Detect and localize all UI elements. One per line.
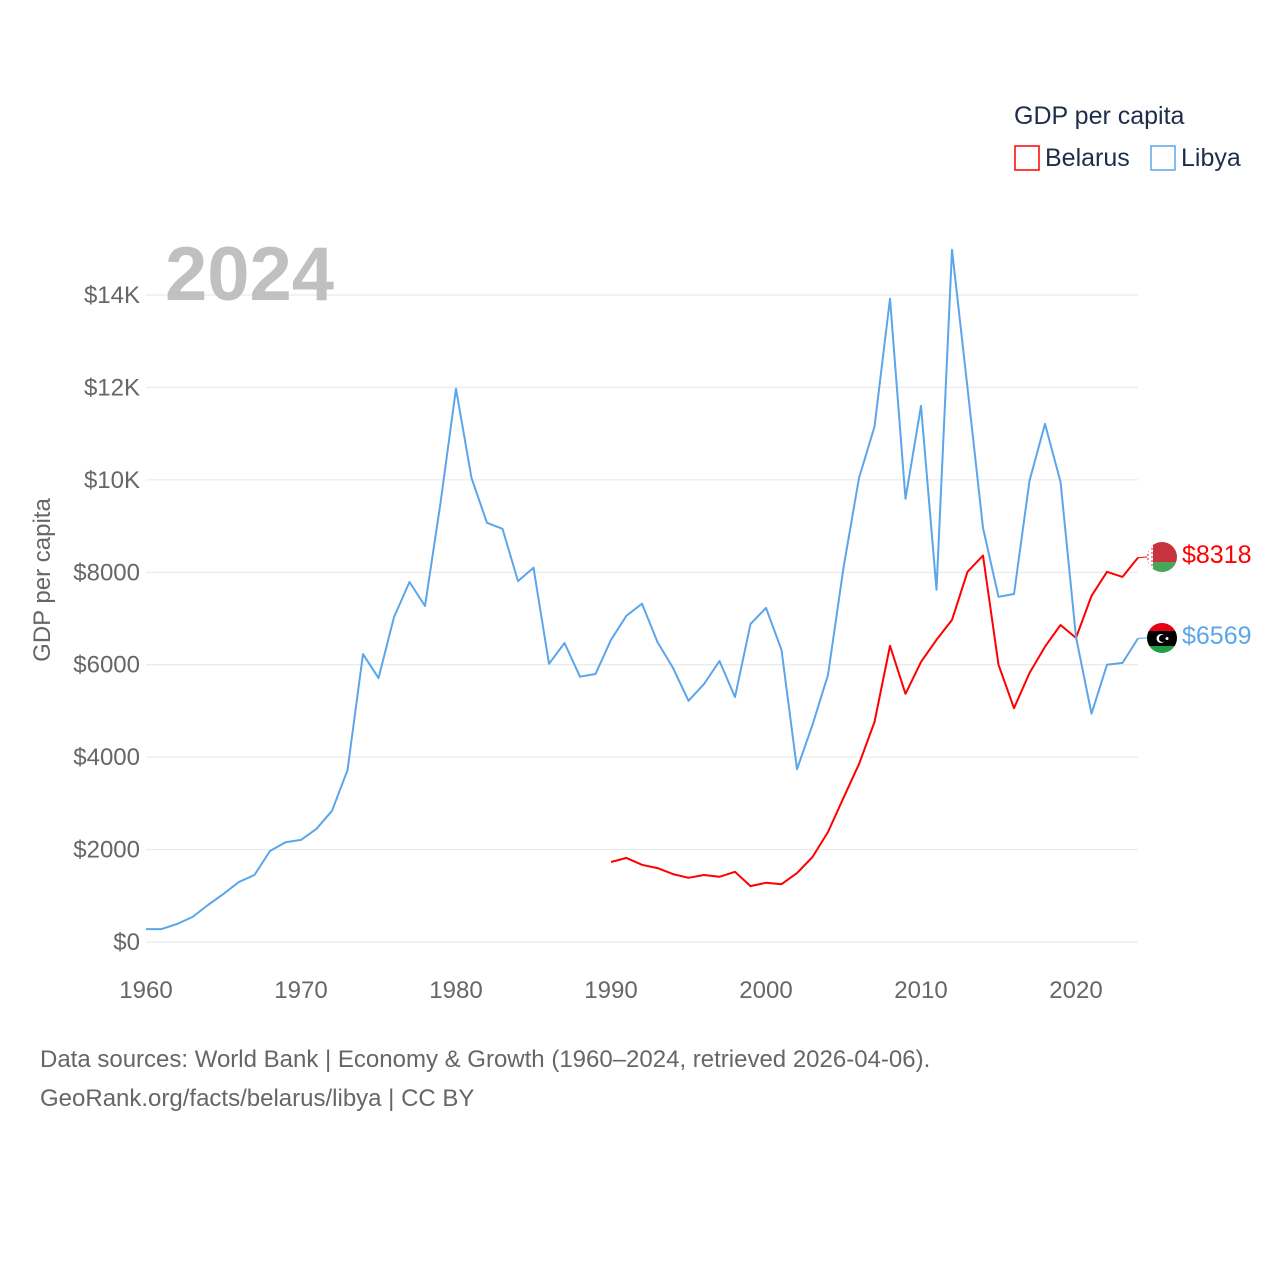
end-connector <box>1137 556 1148 559</box>
year-watermark: 2024 <box>165 232 334 317</box>
end-label-libya: $6569 <box>1182 622 1252 650</box>
series-line-belarus[interactable] <box>610 554 1139 888</box>
x-tick-label: 1980 <box>429 977 482 1004</box>
y-tick-label: $6000 <box>73 652 140 679</box>
footer-attribution[interactable]: GeoRank.org/facts/belarus/libya | CC BY <box>40 1085 475 1112</box>
y-tick-label: $2000 <box>73 837 140 864</box>
line-chart: $0 $2000 $4000 $6000 $8000 $10K $12K $14K 1960 19… <box>29 102 1252 1004</box>
series-line-libya[interactable] <box>146 248 1139 931</box>
legend-label-belarus[interactable]: Belarus <box>1045 144 1130 172</box>
y-tick-label: $4000 <box>73 744 140 771</box>
libya-flag-icon <box>1147 623 1177 653</box>
y-tick-label: $10K <box>84 467 140 494</box>
x-tick-label: 1970 <box>274 977 327 1004</box>
legend-swatch-belarus[interactable] <box>1014 145 1040 171</box>
belarus-flag-icon <box>1147 542 1177 572</box>
end-label-belarus: $8318 <box>1182 541 1252 569</box>
x-tick-label: 1960 <box>119 977 172 1004</box>
legend-swatch-libya[interactable] <box>1150 145 1176 171</box>
legend-title: GDP per capita <box>1014 102 1185 130</box>
x-tick-label: 1990 <box>584 977 637 1004</box>
footer-sources: Data sources: World Bank | Economy & Gro… <box>40 1046 931 1073</box>
y-tick-label: $12K <box>84 374 140 401</box>
y-tick-label: $14K <box>84 282 140 309</box>
x-tick-label: 2020 <box>1049 977 1102 1004</box>
x-tick-label: 2000 <box>739 977 792 1004</box>
x-tick-label: 2010 <box>894 977 947 1004</box>
legend-label-libya[interactable]: Libya <box>1181 144 1241 172</box>
y-tick-label: $8000 <box>73 559 140 586</box>
y-axis-label: GDP per capita <box>29 498 56 662</box>
y-tick-label: $0 <box>113 929 140 956</box>
